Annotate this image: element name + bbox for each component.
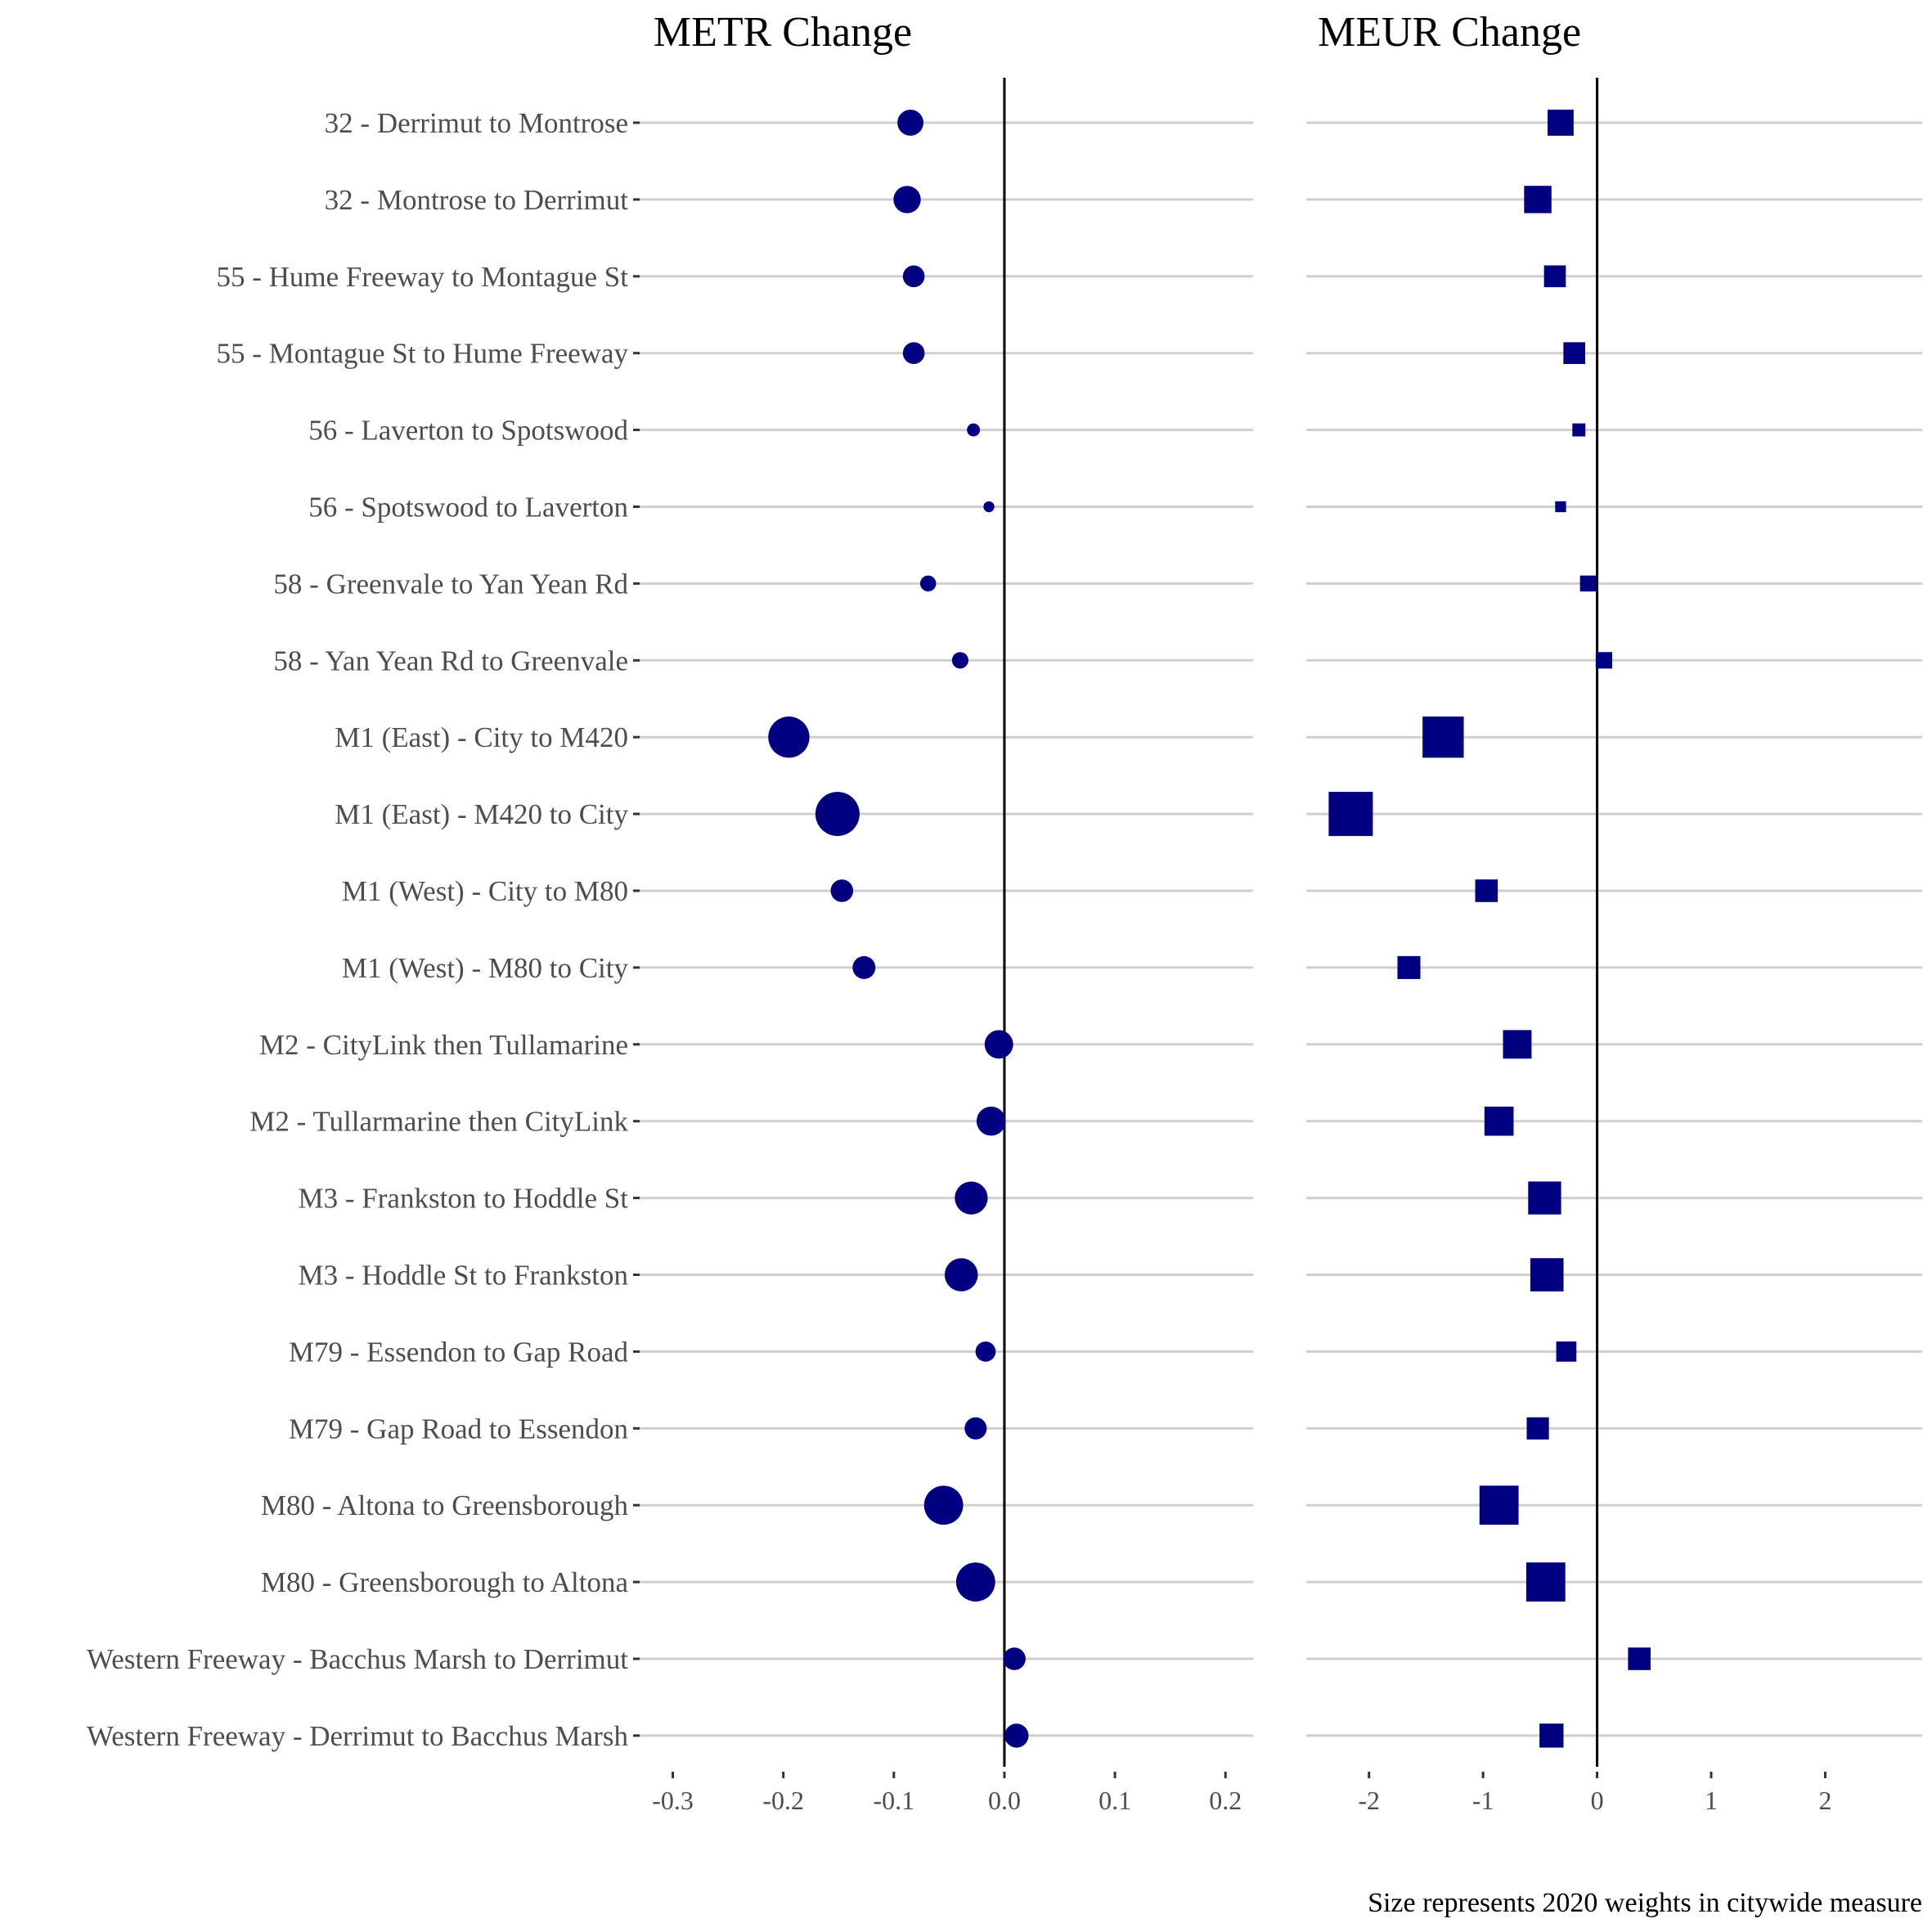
meur-x-tick-label: 2 [1818,1786,1831,1815]
route-label: M1 (West) - City to M80 [342,875,628,907]
route-label: 32 - Derrimut to Montrose [325,107,628,139]
meur-point [1524,186,1552,213]
metr-x-tick-label: -0.3 [652,1786,694,1815]
meur-point [1539,1723,1564,1748]
route-label: M3 - Hoddle St to Frankston [299,1260,628,1292]
metr-point [967,423,981,437]
route-label: 32 - Montrose to Derrimut [325,184,629,216]
meur-panel-title: MEUR Change [1318,9,1581,56]
meur-point [1479,1485,1519,1525]
meur-point [1530,1258,1564,1292]
meur-point [1628,1647,1651,1670]
route-label: M1 (West) - M80 to City [342,952,629,984]
metr-point [815,792,860,837]
metr-point [976,1106,1006,1136]
route-label: 55 - Hume Freeway to Montague St [216,261,628,293]
data-marks [768,110,1651,1748]
meur-point [1526,1417,1549,1440]
metr-point [852,955,876,979]
meur-x-tick-label: -2 [1358,1786,1380,1815]
meur-x-tick-label: -1 [1472,1786,1494,1815]
metr-point [951,652,968,669]
route-label: M80 - Altona to Greensborough [261,1489,629,1521]
metr-x-tick-label: 0.1 [1099,1786,1131,1815]
size-caption: Size represents 2020 weights in citywide… [1368,1888,1922,1918]
metr-point [902,265,925,288]
route-label: M80 - Greensborough to Altona [261,1566,629,1598]
route-label: 58 - Greenvale to Yan Yean Rd [273,568,628,600]
metr-x-tick-label: -0.1 [873,1786,914,1815]
meur-point [1484,1106,1514,1136]
route-label: M79 - Gap Road to Essendon [289,1413,628,1445]
meur-point [1556,1341,1577,1362]
meur-point [1503,1030,1532,1059]
metr-point [944,1258,978,1292]
meur-point [1422,717,1464,758]
metr-point [902,342,925,365]
gridlines [640,121,1922,1737]
metr-x-tick-label: -0.2 [762,1786,804,1815]
metr-point [919,575,937,592]
route-label: 55 - Montague St to Hume Freeway [216,338,628,370]
meur-point [1572,423,1586,437]
metr-point [830,879,854,902]
meur-point [1528,1181,1561,1215]
metr-point [1004,1723,1029,1748]
metr-x-tick-label: 0.0 [988,1786,1021,1815]
metr-point [964,1417,987,1440]
route-label: 58 - Yan Yean Rd to Greenvale [273,645,628,676]
meur-point [1475,879,1498,902]
metr-point [893,186,921,213]
metr-point [984,1030,1013,1059]
route-label: M2 - Tullarmarine then CityLink [249,1106,628,1138]
meur-point [1563,342,1586,365]
meur-point [1595,652,1613,669]
meur-point [1397,955,1421,979]
metr-point [897,110,924,136]
route-label: M2 - CityLink then Tullamarine [259,1029,628,1061]
meur-point [1525,1562,1566,1602]
meur-point [1579,575,1597,592]
metr-point [1003,1647,1026,1670]
metr-point [768,717,810,758]
meur-x-tick-label: 1 [1705,1786,1718,1815]
meur-point [1555,501,1566,513]
route-label: 56 - Laverton to Spotswood [308,415,628,447]
route-label: M3 - Frankston to Hoddle St [299,1183,629,1215]
metr-point [955,1562,995,1602]
metr-panel-title: METR Change [654,9,912,56]
route-label: Western Freeway - Bacchus Marsh to Derri… [87,1643,628,1675]
meur-point [1543,265,1566,288]
zero-lines [1003,78,1599,1767]
metr-point [955,1181,988,1215]
metr-point [983,501,995,513]
route-label: M1 (East) - M420 to City [335,798,628,830]
route-label: 56 - Spotswood to Laverton [308,492,628,523]
metr-x-tick-label: 0.2 [1209,1786,1242,1815]
route-label: M79 - Essendon to Gap Road [289,1336,629,1368]
meur-point [1548,110,1574,136]
meur-point [1328,792,1373,837]
meur-x-tick-label: 0 [1591,1786,1604,1815]
axes: 32 - Derrimut to Montrose 32 - Montrose t… [87,107,1831,1815]
metr-point [975,1341,996,1362]
route-label: M1 (East) - City to M420 [335,721,628,753]
metr-point [923,1485,964,1525]
route-label: Western Freeway - Derrimut to Bacchus Ma… [87,1720,628,1752]
